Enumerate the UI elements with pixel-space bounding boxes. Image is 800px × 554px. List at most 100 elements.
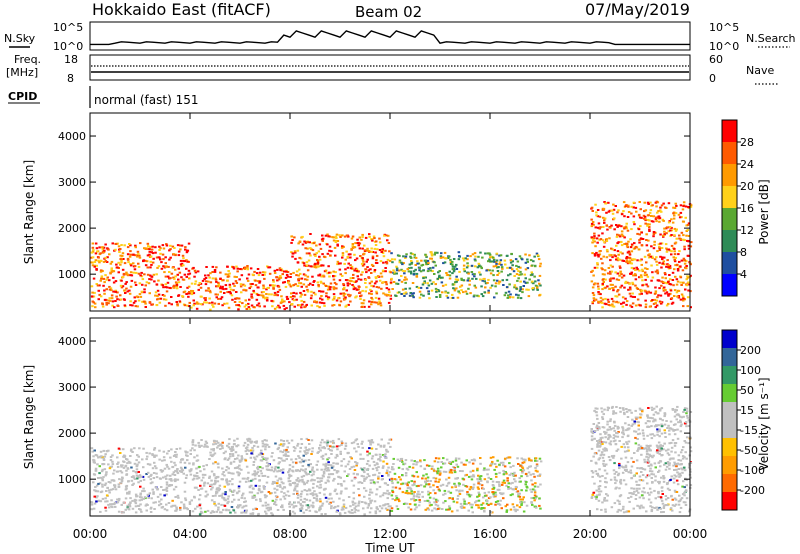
echo-cell (352, 491, 355, 494)
echo-cell (340, 464, 343, 467)
echo-cell (204, 440, 208, 443)
echo-cell (407, 270, 411, 273)
echo-cell (399, 478, 402, 481)
echo-cell (370, 507, 373, 510)
echo-cell (483, 494, 487, 497)
echo-cell (273, 307, 277, 310)
echo-cell (495, 475, 498, 478)
echo-cell (634, 409, 637, 412)
echo-cell (605, 240, 609, 242)
echo-cell (280, 481, 284, 484)
echo-cell (330, 507, 333, 510)
echo-cell (112, 290, 115, 293)
echo-cell (439, 484, 443, 487)
echo-cell (257, 488, 261, 491)
echo-cell (144, 302, 147, 305)
echo-cell (603, 219, 606, 222)
echo-cell (504, 457, 507, 460)
echo-cell (405, 502, 409, 505)
echo-cell (492, 260, 496, 263)
echo-cell (150, 251, 153, 254)
echo-cell (317, 284, 320, 286)
echo-cell (503, 259, 507, 262)
echo-cell (231, 298, 234, 301)
echo-cell (109, 262, 113, 265)
echo-cell (645, 239, 648, 241)
echo-cell (330, 497, 333, 500)
echo-cell (261, 467, 264, 470)
echo-cell (656, 250, 659, 253)
echo-cell (676, 295, 679, 298)
echo-cell (467, 277, 470, 280)
echo-cell (306, 241, 309, 244)
echo-cell (622, 429, 625, 432)
echo-cell (641, 474, 645, 476)
echo-cell (286, 446, 289, 449)
echo-cell (224, 284, 228, 287)
echo-cell (264, 496, 267, 499)
echo-cell (390, 507, 394, 510)
echo-cell (636, 449, 639, 452)
echo-cell (487, 476, 490, 479)
echo-cell (330, 453, 333, 455)
echo-cell (118, 478, 121, 481)
echo-cell (264, 504, 267, 507)
echo-cell (622, 226, 626, 229)
echo-cell (498, 485, 501, 488)
echo-cell (173, 504, 177, 507)
echo-cell (314, 265, 317, 268)
echo-cell (368, 475, 371, 478)
echo-cell (311, 504, 314, 507)
echo-cell (223, 474, 226, 477)
echo-cell (311, 492, 314, 495)
echo-cell (384, 482, 388, 485)
echo-cell (449, 470, 452, 473)
echo-cell (92, 507, 96, 510)
echo-cell (509, 482, 512, 485)
echo-cell (343, 447, 347, 450)
echo-cell (358, 242, 362, 245)
echo-cell (347, 262, 350, 265)
echo-cell (142, 478, 146, 481)
echo-cell (391, 261, 394, 264)
echo-cell (351, 267, 354, 270)
echo-cell (479, 479, 483, 482)
echo-cell (265, 439, 268, 442)
echo-cell (673, 260, 677, 263)
echo-cell (262, 287, 265, 290)
echo-cell (142, 300, 146, 303)
echo-cell (193, 456, 196, 459)
echo-cell (139, 242, 142, 245)
echo-cell (615, 278, 619, 281)
echo-cell (101, 248, 105, 251)
echo-cell (491, 260, 494, 263)
echo-cell (370, 439, 374, 441)
echo-cell (132, 476, 136, 479)
echo-cell (368, 282, 372, 285)
echo-cell (182, 264, 185, 267)
echo-cell (160, 486, 163, 488)
echo-cell (232, 443, 236, 446)
echo-cell (674, 229, 678, 232)
echo-cell (114, 280, 118, 283)
echo-cell (667, 453, 671, 456)
echo-cell (167, 502, 171, 504)
echo-cell (440, 466, 443, 469)
echo-cell (214, 278, 218, 281)
echo-cell (101, 246, 104, 249)
echo-cell (326, 468, 330, 471)
echo-cell (136, 475, 140, 478)
echo-cell (524, 261, 528, 264)
echo-cell (590, 225, 594, 228)
echo-cell (227, 457, 231, 460)
echo-cell (389, 438, 393, 441)
echo-cell (316, 451, 319, 454)
echo-cell (461, 489, 464, 492)
echo-cell (396, 254, 400, 257)
echo-cell (101, 485, 104, 488)
echo-cell (321, 474, 325, 477)
echo-cell (280, 439, 283, 442)
echo-cell (149, 260, 152, 263)
echo-cell (123, 304, 127, 307)
echo-cell (136, 454, 139, 457)
